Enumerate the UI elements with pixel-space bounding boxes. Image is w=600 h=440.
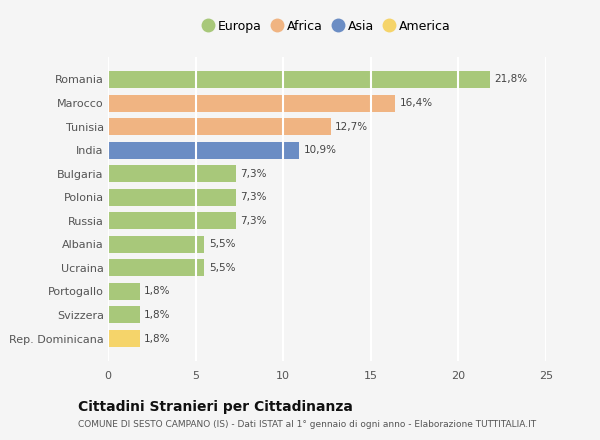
Text: Cittadini Stranieri per Cittadinanza: Cittadini Stranieri per Cittadinanza bbox=[78, 400, 353, 414]
Text: COMUNE DI SESTO CAMPANO (IS) - Dati ISTAT al 1° gennaio di ogni anno - Elaborazi: COMUNE DI SESTO CAMPANO (IS) - Dati ISTA… bbox=[78, 420, 536, 429]
Text: 21,8%: 21,8% bbox=[494, 74, 527, 84]
Text: 5,5%: 5,5% bbox=[209, 239, 235, 249]
Bar bbox=[108, 165, 236, 182]
Text: 7,3%: 7,3% bbox=[240, 216, 267, 226]
Text: 7,3%: 7,3% bbox=[240, 169, 267, 179]
Bar bbox=[108, 189, 236, 206]
Text: 7,3%: 7,3% bbox=[240, 192, 267, 202]
Bar bbox=[108, 118, 331, 135]
Bar bbox=[108, 95, 395, 111]
Text: 16,4%: 16,4% bbox=[400, 98, 433, 108]
Text: 10,9%: 10,9% bbox=[304, 145, 337, 155]
Text: 1,8%: 1,8% bbox=[144, 286, 170, 297]
Bar bbox=[108, 330, 140, 347]
Text: 1,8%: 1,8% bbox=[144, 334, 170, 344]
Bar bbox=[108, 236, 205, 253]
Text: 12,7%: 12,7% bbox=[335, 121, 368, 132]
Bar bbox=[108, 212, 236, 229]
Legend: Europa, Africa, Asia, America: Europa, Africa, Asia, America bbox=[198, 15, 456, 38]
Bar bbox=[108, 283, 140, 300]
Text: 1,8%: 1,8% bbox=[144, 310, 170, 320]
Text: 5,5%: 5,5% bbox=[209, 263, 235, 273]
Bar bbox=[108, 307, 140, 323]
Bar bbox=[108, 142, 299, 158]
Bar bbox=[108, 260, 205, 276]
Bar bbox=[108, 71, 490, 88]
